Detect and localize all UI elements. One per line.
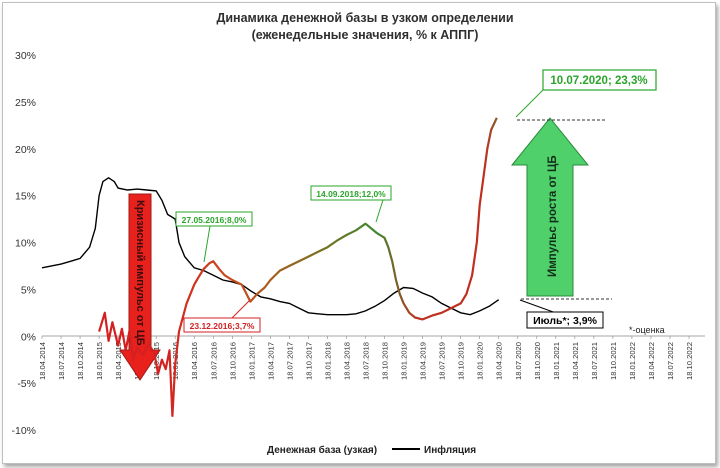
x-tick-label: 18.10.2022 <box>685 342 694 380</box>
x-tick-label: 18.04.2015 <box>114 342 123 380</box>
legend-inflation-label: Инфляция <box>424 444 476 456</box>
x-tick-label: 18.01.2018 <box>323 342 332 380</box>
x-tick-label: 18.01.2020 <box>476 342 485 380</box>
x-tick-label: 18.01.2021 <box>552 342 561 380</box>
annotation-2016-green-text: 27.05.2016;8,0% <box>182 215 247 225</box>
x-tick-label: 18.10.2021 <box>609 342 618 380</box>
legend-money-label: Денежная база (узкая) <box>267 444 377 456</box>
annotation-inflation-text: Июль*; 3,9% <box>533 315 597 327</box>
y-tick-label: 20% <box>15 144 36 156</box>
estimate-note: *-оценка <box>629 325 665 335</box>
green-arrow-label: Импульс роста от ЦБ <box>547 155 559 277</box>
y-tick-label: -10% <box>11 425 36 437</box>
x-tick-label: 18.10.2019 <box>457 342 466 380</box>
x-tick-label: 18.04.2021 <box>571 342 580 380</box>
x-tick-label: 18.04.2016 <box>190 342 199 380</box>
annotation-inflation: Июль*; 3,9% <box>519 299 604 329</box>
inflation-line <box>41 176 500 316</box>
x-tick-label: 18.04.2018 <box>342 342 351 380</box>
annotation-peak-text: 10.07.2020; 23,3% <box>550 75 647 87</box>
x-tick-label: 18.07.2017 <box>285 342 294 380</box>
green-arrow: Импульс роста от ЦБ <box>510 117 590 297</box>
legend: Денежная база (узкая) Инфляция <box>233 444 476 456</box>
x-tick-label: 18.07.2014 <box>57 342 66 380</box>
x-tick-label: 18.07.2022 <box>666 342 675 380</box>
y-tick-label: 5% <box>21 284 36 296</box>
x-tick-label: 18.10.2018 <box>381 342 390 380</box>
annotation-2016-red-text: 23.12.2016;3,7% <box>190 321 255 331</box>
x-tick-label: 18.01.2022 <box>628 342 637 380</box>
chart-title: Динамика денежной базы в узком определен… <box>216 11 513 25</box>
x-tick-label: 18.10.2017 <box>304 342 313 380</box>
x-tick-label: 18.01.2017 <box>247 342 256 380</box>
x-tick-label: 18.01.2019 <box>400 342 409 380</box>
y-tick-label: -5% <box>17 378 36 390</box>
x-tick-label: 18.10.2014 <box>76 342 85 380</box>
y-tick-label: 15% <box>15 191 36 203</box>
annotation-2016-red: 23.12.2016;3,7% <box>183 299 261 333</box>
x-tick-label: 18.01.2015 <box>95 342 104 380</box>
money-base-line <box>98 117 498 417</box>
annotation-2018-green-text: 14.09.2018;12,0% <box>316 189 386 199</box>
y-tick-label: 0% <box>21 331 36 343</box>
x-tick-label: 18.07.2018 <box>362 342 371 380</box>
x-tick-label: 18.10.2016 <box>228 342 237 380</box>
x-tick-label: 18.04.2020 <box>495 342 504 380</box>
annotation-2016-green: 27.05.2016;8,0% <box>175 211 253 263</box>
x-tick-label: 18.04.2022 <box>647 342 656 380</box>
y-axis: -10% -5% 0% 5% 10% 15% 20% 25% 30% <box>11 50 36 437</box>
x-tick-label: 18.07.2021 <box>590 342 599 380</box>
y-tick-label: 25% <box>15 97 36 109</box>
x-tick-label: 18.07.2020 <box>514 342 523 380</box>
x-tick-label: 18.07.2019 <box>438 342 447 380</box>
annotation-peak: 10.07.2020; 23,3% <box>515 69 657 118</box>
y-tick-label: 30% <box>15 50 36 62</box>
annotation-2018-green: 14.09.2018;12,0% <box>310 185 392 223</box>
red-arrow-label: Кризисный импульс от ЦБ <box>134 200 146 346</box>
y-tick-label: 10% <box>15 238 36 250</box>
x-tick-label: 18.04.2017 <box>266 342 275 380</box>
x-tick-label: 18.04.2014 <box>38 342 47 380</box>
x-tick-label: 18.04.2019 <box>419 342 428 380</box>
chart-subtitle: (еженедельные значения, % к АППГ) <box>252 28 479 42</box>
x-tick-label: 18.10.2020 <box>533 342 542 380</box>
x-tick-label: 18.07.2016 <box>209 342 218 380</box>
